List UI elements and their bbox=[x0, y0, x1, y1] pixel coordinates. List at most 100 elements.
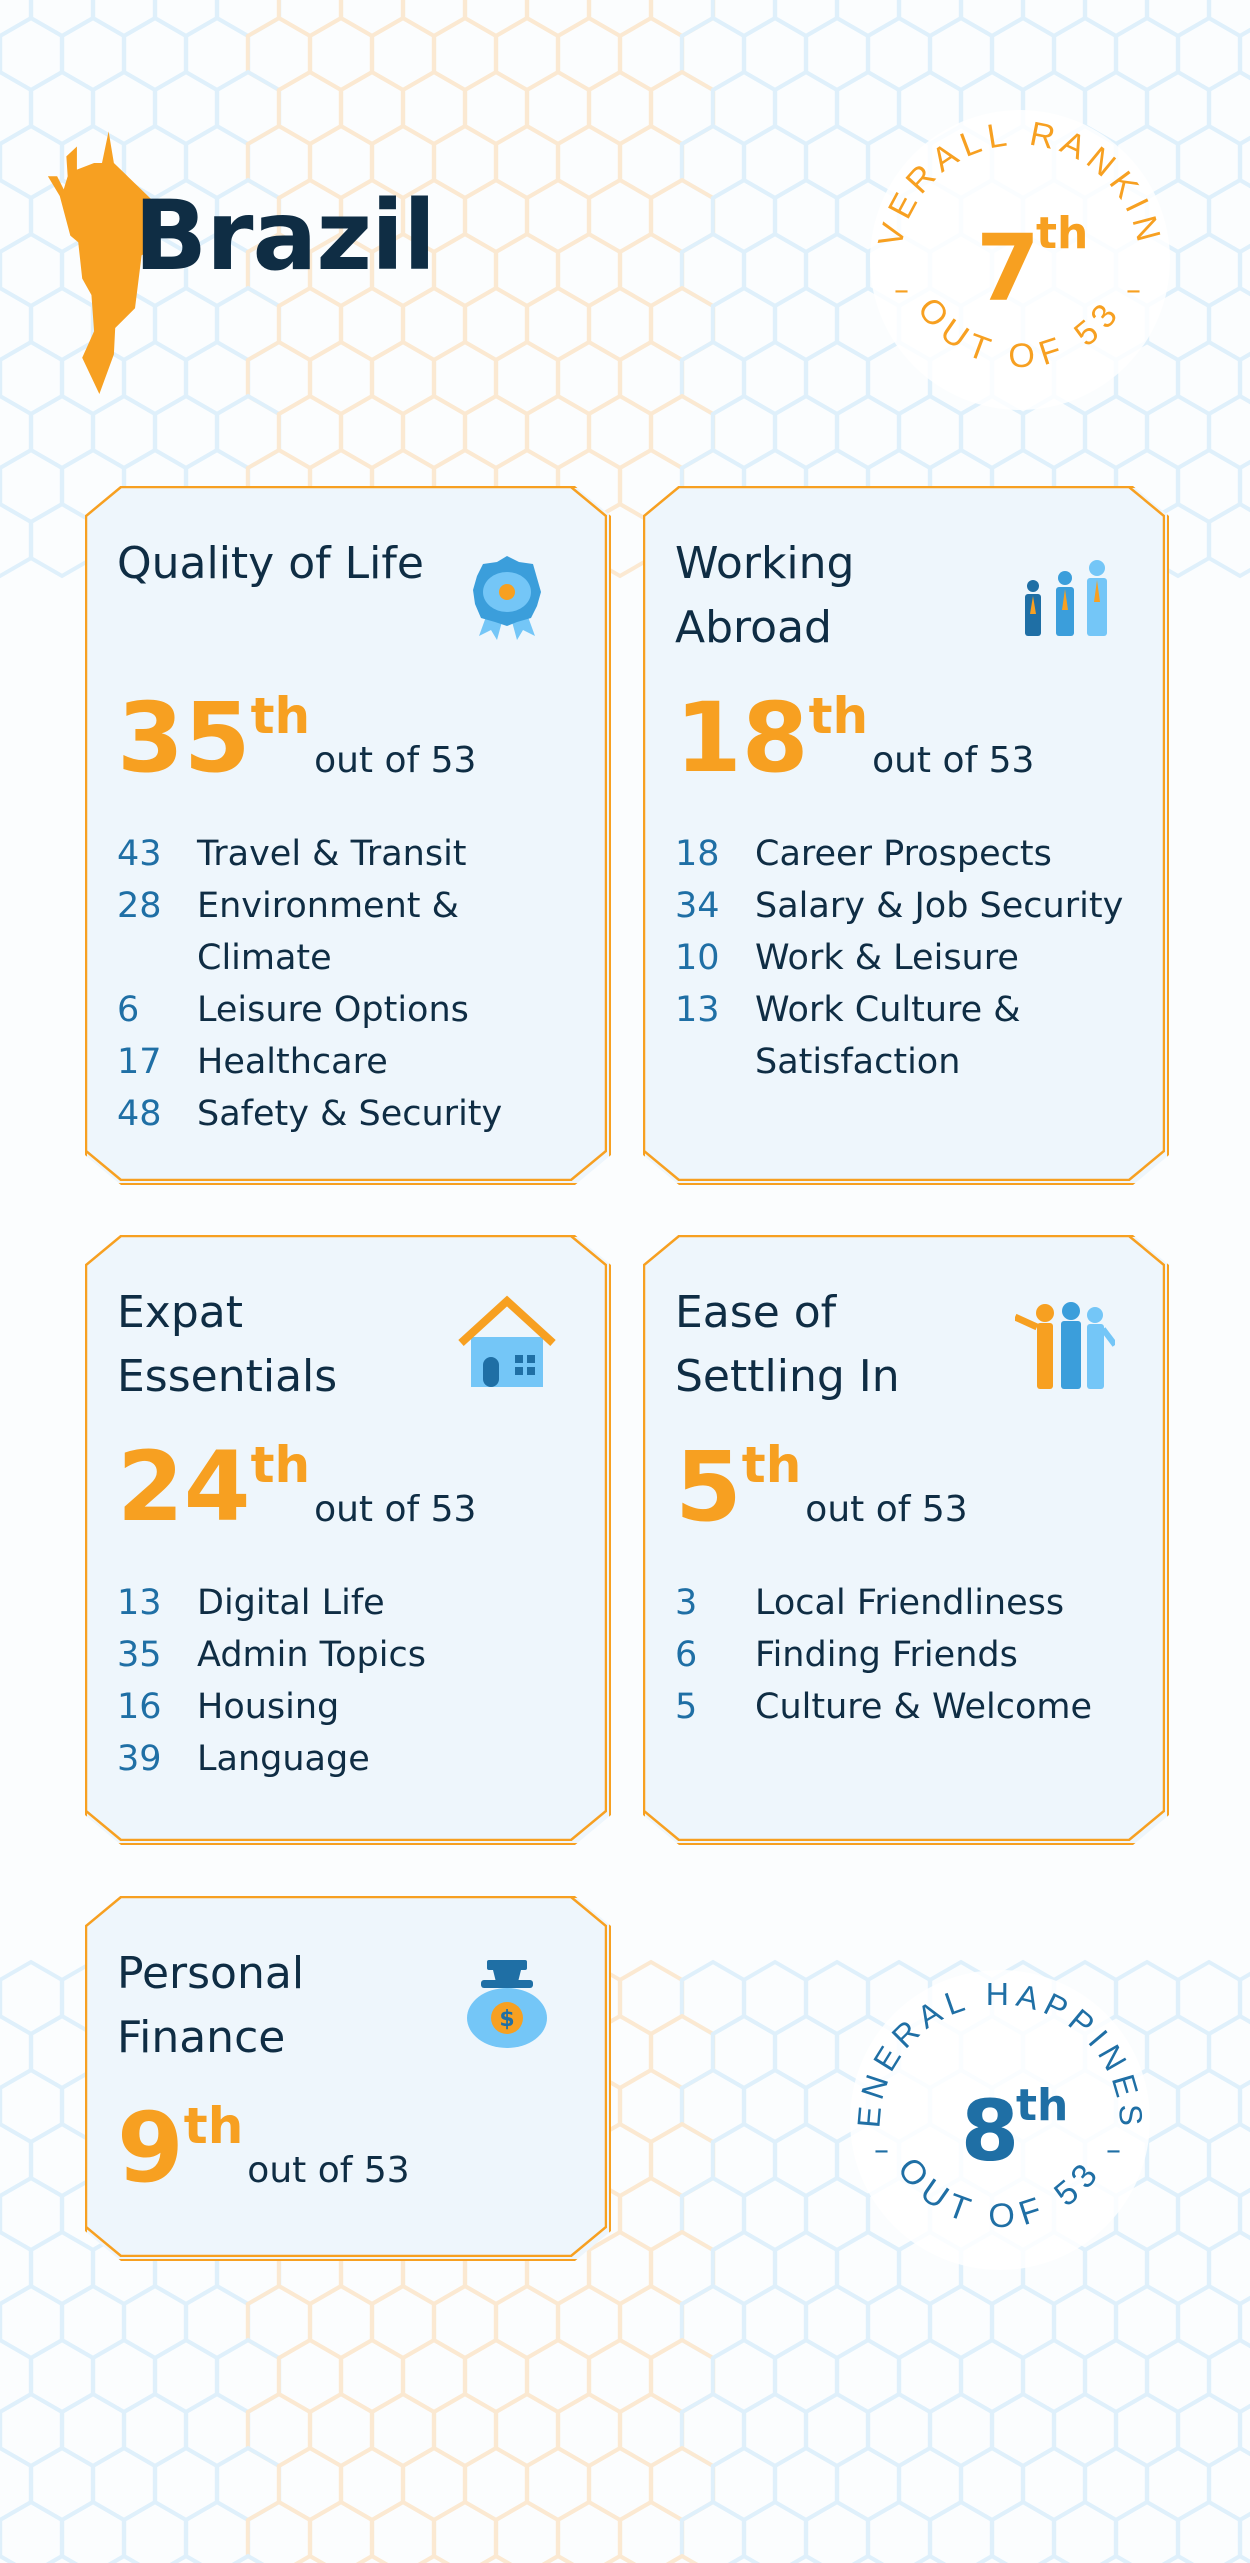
hexagon bbox=[293, 2553, 327, 2563]
card-expat-essentials: Expat Essentials 24thout of 53 13 Digital… bbox=[85, 1235, 611, 1845]
sub-rank-label: Local Friendliness bbox=[755, 1583, 1065, 1623]
card-quality-of-life: Quality of Life 35thout of 53 43 Travel &… bbox=[85, 486, 611, 1185]
hexagon bbox=[1020, 0, 1088, 39]
sub-ranking-item: 3 Local Friendliness bbox=[675, 1577, 1145, 1629]
sub-rank-number: 34 bbox=[675, 886, 720, 926]
rank-out-of: out of 53 bbox=[314, 1489, 477, 1530]
hexagon bbox=[183, 2499, 251, 2563]
sub-ranking-item: 10 Work & Leisure bbox=[675, 932, 1145, 984]
hexagon bbox=[400, 0, 468, 39]
sub-rank-label: Finding Friends bbox=[755, 1635, 1018, 1675]
sub-ranking-item: 13 Work Culture & Satisfaction bbox=[675, 984, 1145, 1088]
sub-rank-number: 35 bbox=[117, 1635, 162, 1675]
hexagon bbox=[1161, 2553, 1195, 2563]
hexagon bbox=[865, 2499, 933, 2563]
sub-rank-number: 43 bbox=[117, 834, 162, 874]
sub-rank-number: 39 bbox=[117, 1739, 162, 1779]
rank-out-of: out of 53 bbox=[805, 1489, 968, 1530]
sub-rank-number: 18 bbox=[675, 834, 720, 874]
rank-suffix: th bbox=[250, 687, 311, 745]
hexagon bbox=[1237, 1971, 1250, 2025]
hexagon bbox=[1223, 2553, 1250, 2563]
hexagon bbox=[789, 2553, 823, 2563]
hexagon bbox=[896, 0, 964, 39]
overall-suffix: th bbox=[1036, 208, 1088, 259]
sub-rank-number: 28 bbox=[117, 886, 162, 926]
hexagon bbox=[431, 2499, 499, 2563]
overall-rank: 7 bbox=[976, 215, 1040, 322]
hexagon bbox=[679, 2499, 747, 2563]
brazil-map-icon bbox=[47, 131, 158, 394]
sub-rank-number: 13 bbox=[675, 990, 720, 1030]
hexagon bbox=[1237, 135, 1250, 189]
sub-ranking-item: 6 Leisure Options bbox=[117, 984, 587, 1036]
hexagon bbox=[1206, 285, 1250, 363]
sub-ranking-item: 13 Digital Life bbox=[117, 1577, 587, 1629]
hexagon bbox=[1206, 2013, 1250, 2091]
hexagon bbox=[524, 0, 592, 39]
sub-rank-number: 5 bbox=[675, 1687, 698, 1727]
rank-number: 18 bbox=[675, 682, 809, 794]
hexagon bbox=[28, 501, 96, 579]
hexagon bbox=[59, 2499, 127, 2563]
sub-ranking-item: 39 Language bbox=[117, 1733, 587, 1785]
hexagon bbox=[1206, 177, 1250, 255]
sub-rank-number: 48 bbox=[117, 1094, 162, 1134]
hexagon bbox=[1237, 27, 1250, 81]
hexagon bbox=[1082, 0, 1150, 39]
hexagon bbox=[169, 2553, 203, 2563]
sub-rank-label: Healthcare bbox=[197, 1042, 388, 1082]
hexagon bbox=[1099, 2553, 1133, 2563]
sub-rank-number: 10 bbox=[675, 938, 720, 978]
hexagon bbox=[913, 2553, 947, 2563]
svg-text:–: – bbox=[1106, 2133, 1121, 2168]
money-bag-icon: $ bbox=[457, 1954, 557, 2054]
people-welcome-icon bbox=[1015, 1293, 1115, 1393]
hexagon bbox=[276, 0, 344, 39]
hexagon bbox=[107, 2553, 141, 2563]
hexagon bbox=[307, 2499, 375, 2563]
rank-suffix: th bbox=[741, 1436, 802, 1494]
hexagon bbox=[1206, 2445, 1250, 2523]
sub-rank-number: 13 bbox=[117, 1583, 162, 1623]
hexagon bbox=[1237, 2295, 1250, 2349]
happiness-rank: 8 bbox=[961, 2082, 1019, 2180]
hexagon bbox=[231, 2553, 265, 2563]
sub-ranking-item: 17 Healthcare bbox=[117, 1036, 587, 1088]
sub-rank-label: Admin Topics bbox=[197, 1635, 426, 1675]
card-title: Quality of Life bbox=[117, 538, 424, 589]
hexagon bbox=[555, 2499, 623, 2563]
workers-icon bbox=[1015, 544, 1115, 644]
sub-rank-label: Housing bbox=[197, 1687, 340, 1727]
card-title: Expat Essentials bbox=[117, 1287, 338, 1402]
hexagon bbox=[121, 2499, 189, 2563]
sub-ranking-item: 48 Safety & Security bbox=[117, 1088, 587, 1140]
sub-rank-label: Travel & Transit bbox=[197, 834, 467, 874]
rank-suffix: th bbox=[808, 687, 869, 745]
rank-suffix: th bbox=[250, 1436, 311, 1494]
card-rank: 24thout of 53 bbox=[117, 1437, 476, 1537]
rank-out-of: out of 53 bbox=[314, 740, 477, 781]
sub-rankings: 18 Career Prospects 34 Salary & Job Securit… bbox=[675, 828, 1145, 1088]
sub-rankings: 13 Digital Life 35 Admin Topics 16 Housing 39 L… bbox=[117, 1577, 587, 1785]
sub-ranking-item: 6 Finding Friends bbox=[675, 1629, 1145, 1681]
sub-rank-label: Environment & Climate bbox=[197, 886, 459, 978]
rank-number: 5 bbox=[675, 1431, 742, 1543]
hexagon bbox=[493, 2499, 561, 2563]
hexagon bbox=[617, 2499, 685, 2563]
country-title: Brazil bbox=[134, 180, 436, 292]
sub-rank-number: 6 bbox=[675, 1635, 698, 1675]
medal-icon bbox=[457, 544, 557, 644]
sub-ranking-item: 28 Environment & Climate bbox=[117, 880, 587, 984]
hexagon bbox=[927, 2499, 995, 2563]
svg-text:$: $ bbox=[499, 2007, 514, 2032]
sub-rank-label: Work Culture & Satisfaction bbox=[755, 990, 1021, 1082]
hexagon bbox=[1237, 243, 1250, 297]
card-title: Ease of Settling In bbox=[675, 1287, 900, 1402]
sub-ranking-item: 18 Career Prospects bbox=[675, 828, 1145, 880]
hexagon bbox=[1206, 69, 1250, 147]
hexagon bbox=[338, 0, 406, 39]
hexagon bbox=[1206, 393, 1250, 471]
hexagon bbox=[462, 0, 530, 39]
hexagon bbox=[1237, 2187, 1250, 2241]
